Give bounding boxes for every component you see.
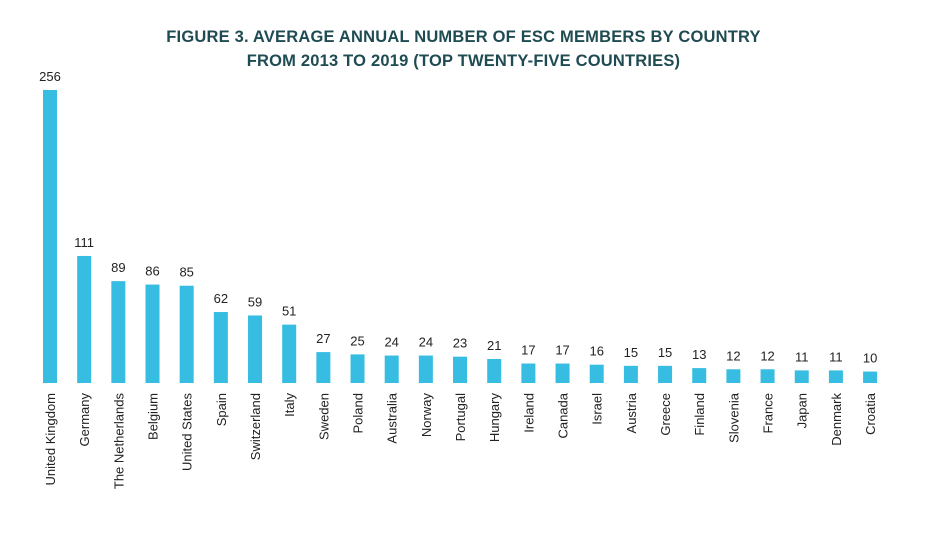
data-label: 12 (726, 348, 740, 363)
data-label: 15 (658, 345, 672, 360)
x-tick-label: Italy (282, 393, 297, 417)
data-label: 10 (863, 351, 877, 366)
data-label: 25 (350, 333, 364, 348)
data-label: 59 (248, 294, 262, 309)
data-label: 86 (145, 264, 159, 279)
x-tick-label: Slovenia (726, 392, 741, 443)
bar-sweden (316, 352, 331, 383)
data-label: 51 (282, 304, 296, 319)
bar-denmark (828, 370, 843, 383)
bar-france (760, 369, 775, 383)
x-tick-label: Croatia (863, 392, 878, 435)
chart-title-line-2: FROM 2013 TO 2019 (TOP TWENTY-FIVE COUNT… (246, 52, 681, 70)
bar-hungary (487, 358, 502, 383)
x-tick-label: France (761, 393, 776, 433)
bar-the-netherlands (111, 281, 126, 383)
bar-ireland (521, 363, 536, 383)
x-tick-label: Austria (624, 392, 639, 433)
bar-australia (384, 355, 399, 383)
data-label: 11 (795, 349, 809, 364)
bar-spain (213, 312, 228, 383)
bar-canada (555, 363, 570, 383)
data-label: 24 (384, 335, 398, 350)
bar-switzerland (248, 315, 263, 383)
bar-portugal (453, 356, 468, 383)
x-tick-label: Portugal (453, 393, 468, 442)
data-label: 11 (829, 349, 843, 364)
x-tick-label: Germany (77, 393, 92, 447)
x-tick-label: Israel (590, 393, 605, 425)
data-label: 15 (624, 345, 638, 360)
data-label: 24 (419, 335, 433, 350)
x-tick-label: Belgium (146, 393, 161, 440)
data-label: 89 (111, 260, 125, 275)
data-label: 17 (555, 343, 569, 358)
data-label: 85 (179, 265, 193, 280)
bar-israel (589, 364, 604, 383)
data-label: 17 (521, 343, 535, 358)
data-label: 21 (487, 338, 501, 353)
x-tick-label: Australia (385, 392, 400, 443)
bar-germany (77, 255, 92, 383)
x-tick-label: Switzerland (248, 393, 263, 460)
x-tick-label: United States (180, 393, 195, 472)
x-tick-label: Canada (556, 392, 571, 438)
bar-norway (418, 355, 433, 383)
bar-belgium (145, 284, 160, 383)
x-tick-label: Hungary (487, 393, 502, 443)
x-tick-label: Ireland (521, 393, 536, 433)
data-label: 12 (760, 348, 774, 363)
bar-united-states (179, 285, 194, 383)
x-tick-label: United Kingdom (43, 393, 58, 486)
x-tick-label: Finland (692, 393, 707, 436)
chart-title-line-1: FIGURE 3. AVERAGE ANNUAL NUMBER OF ESC M… (166, 28, 761, 46)
data-label: 62 (214, 291, 228, 306)
x-tick-label: Japan (795, 393, 810, 428)
bar-united-kingdom (43, 90, 57, 383)
bar-finland (692, 368, 707, 383)
data-label: 13 (692, 347, 706, 362)
x-tick-label: Spain (214, 393, 229, 426)
data-label: 27 (316, 331, 330, 346)
x-tick-label: The Netherlands (111, 393, 126, 490)
x-tick-label: Sweden (316, 393, 331, 440)
data-label: 16 (589, 344, 603, 359)
x-tick-label: Greece (658, 393, 673, 436)
bar-japan (794, 370, 809, 383)
bar-slovenia (726, 369, 741, 383)
x-tick-label: Norway (419, 393, 434, 438)
bar-croatia (863, 371, 878, 383)
bar-austria (623, 365, 638, 383)
data-label: 256 (39, 69, 61, 84)
bar-greece (658, 365, 673, 383)
data-label: 23 (453, 336, 467, 351)
data-label: 111 (74, 235, 94, 250)
x-tick-label: Poland (351, 393, 366, 433)
bar-italy (282, 324, 297, 383)
x-tick-label: Denmark (829, 393, 844, 446)
bar-poland (350, 354, 365, 383)
